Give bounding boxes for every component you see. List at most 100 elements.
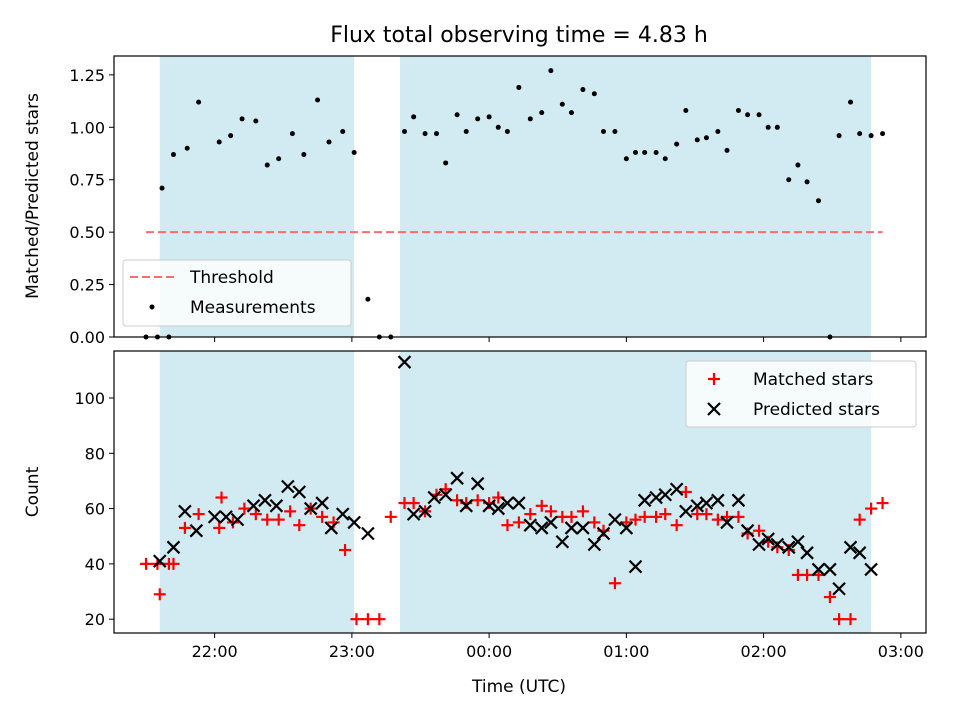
predicted-star-point xyxy=(544,515,558,530)
predicted-star-point xyxy=(166,540,181,555)
matched-star-point xyxy=(284,505,297,518)
predicted-star-point xyxy=(699,496,714,510)
measurement-point xyxy=(559,101,565,107)
matched-star-point xyxy=(853,513,866,526)
predicted-star-point xyxy=(576,521,590,535)
matched-star-point xyxy=(178,521,191,534)
matched-star-point xyxy=(373,613,386,626)
measurement-point xyxy=(475,116,481,122)
plot-frame xyxy=(113,350,927,634)
predicted-star-point xyxy=(832,581,846,596)
measurement-point xyxy=(804,179,810,185)
x-tick-label: 03:00 xyxy=(878,642,924,661)
y-tick-label: 1.00 xyxy=(69,118,105,137)
matched-star-point xyxy=(753,524,766,537)
shaded-interval xyxy=(399,56,872,337)
matched-star-point xyxy=(384,510,397,523)
measurement-point xyxy=(735,108,741,114)
measurement-point xyxy=(184,145,190,151)
matched-star-point xyxy=(213,521,226,534)
predicted-star-point xyxy=(731,493,746,508)
measurement-point xyxy=(289,131,295,137)
measurement-point xyxy=(495,124,501,130)
matched-star-point xyxy=(608,577,621,590)
matched-star-point xyxy=(339,544,352,557)
predicted-star-point xyxy=(619,521,634,535)
measurement-point xyxy=(703,135,709,141)
predicted-star-point xyxy=(406,507,421,521)
legend-predicted-stars: Predicted stars xyxy=(753,400,880,420)
matched-star-point xyxy=(316,510,329,523)
measurement-point xyxy=(264,162,270,168)
predicted-star-point xyxy=(711,493,725,508)
plot-frame xyxy=(113,55,927,338)
measurement-point xyxy=(848,99,854,105)
measurement-point xyxy=(351,149,357,155)
matched-star-point xyxy=(471,494,484,507)
predicted-star-point xyxy=(555,534,570,549)
measurement-point xyxy=(376,334,382,340)
predicted-star-point xyxy=(690,499,705,513)
matched-star-point xyxy=(732,510,745,523)
predicted-star-point xyxy=(596,526,611,541)
y-tick-label: 20 xyxy=(85,610,105,629)
measurement-point xyxy=(443,160,449,166)
predicted-star-point xyxy=(303,501,318,516)
predicted-star-point xyxy=(189,523,204,538)
measurement-point xyxy=(724,147,730,153)
predicted-star-point xyxy=(450,471,464,485)
measurement-point xyxy=(228,133,234,139)
measurement-point xyxy=(868,133,874,139)
measurement-point xyxy=(765,124,771,130)
measurement-point xyxy=(694,137,700,143)
measurement-point xyxy=(795,162,801,168)
predicted-star-point xyxy=(315,496,329,510)
matched-star-point xyxy=(501,519,514,532)
matched-star-point xyxy=(679,486,692,498)
legend-threshold: Threshold xyxy=(189,268,274,288)
legend-matched-stars: Matched stars xyxy=(753,370,873,390)
predicted-star-point xyxy=(281,479,295,494)
matched-star-point xyxy=(588,516,601,529)
predicted-star-point xyxy=(761,532,775,546)
predicted-star-point xyxy=(258,493,272,508)
x-tick-label: 23:00 xyxy=(329,642,375,661)
measurement-point xyxy=(276,156,282,162)
measurement-point xyxy=(159,185,165,191)
measurement-point xyxy=(568,110,574,116)
measurement-point xyxy=(548,68,554,74)
measurement-point xyxy=(143,334,149,340)
matched-star-point xyxy=(272,513,285,526)
top-panel: 0.00 0.25 0.50 0.75 1.00 1.25 xyxy=(69,55,927,347)
measurement-point xyxy=(662,156,668,162)
predicted-star-point xyxy=(649,490,663,505)
measurement-point xyxy=(411,114,417,120)
predicted-star-point xyxy=(637,493,652,508)
measurement-point xyxy=(401,128,407,134)
predicted-star-point xyxy=(219,510,233,524)
measurement-point xyxy=(463,128,469,134)
predicted-star-point xyxy=(740,523,755,538)
y-tick-label: 0.75 xyxy=(69,171,105,190)
measurement-point xyxy=(196,99,202,105)
predicted-star-point xyxy=(459,499,474,513)
predicted-star-point xyxy=(152,554,167,568)
predicted-star-point xyxy=(864,562,878,577)
measurement-point xyxy=(216,139,222,145)
matched-star-point xyxy=(823,591,836,604)
matched-star-point xyxy=(700,508,713,521)
matched-star-point xyxy=(361,613,374,626)
predicted-star-point xyxy=(534,521,549,535)
predicted-star-point xyxy=(361,526,375,541)
measurement-point xyxy=(745,112,751,118)
matched-star-point xyxy=(140,557,153,570)
x-tick-label: 22:00 xyxy=(192,642,238,661)
y-tick-label: 0.25 xyxy=(69,276,105,295)
predicted-star-point xyxy=(770,537,785,552)
matched-star-point xyxy=(833,613,846,626)
predicted-star-point xyxy=(628,559,643,574)
measurement-point xyxy=(756,112,762,118)
measurement-point xyxy=(301,152,307,158)
measurement-point xyxy=(326,139,332,145)
shaded-interval xyxy=(159,351,355,633)
